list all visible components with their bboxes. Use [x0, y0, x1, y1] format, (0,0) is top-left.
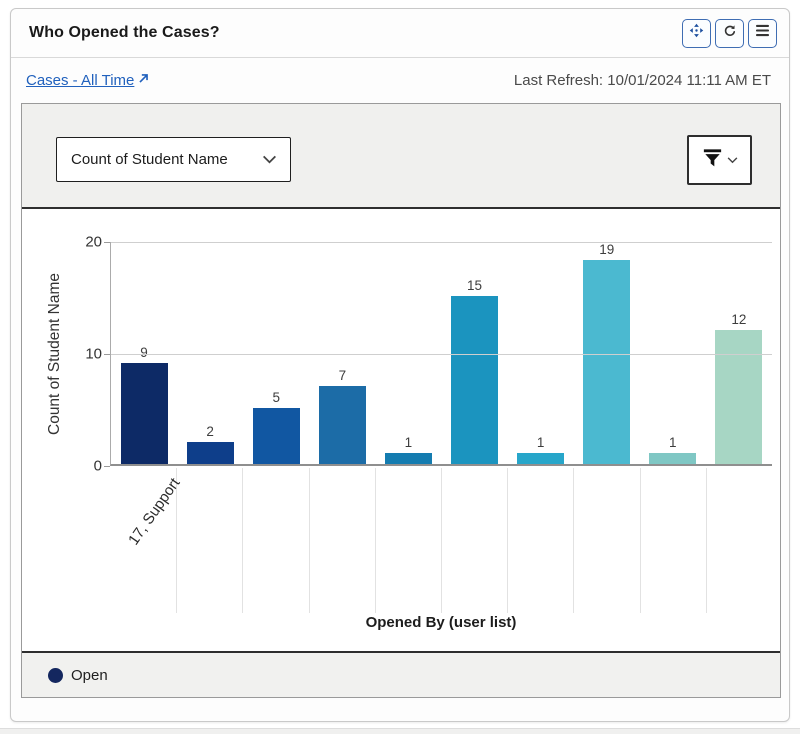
- y-tick-mark: [104, 354, 110, 355]
- header-buttons: [682, 18, 777, 48]
- bar-column: 12: [706, 242, 772, 464]
- bar[interactable]: [252, 408, 300, 464]
- bar-column: 5: [243, 242, 309, 464]
- category-separators: [110, 468, 772, 613]
- category-separator: [507, 468, 509, 613]
- y-tick-label: 20: [85, 233, 102, 251]
- bar-column: 1: [375, 242, 441, 464]
- y-tick-label: 10: [85, 345, 102, 363]
- bar[interactable]: [649, 452, 697, 464]
- category-separator: [705, 468, 707, 613]
- bar-value-label: 15: [467, 278, 483, 293]
- bar-value-label: 12: [731, 311, 747, 327]
- widget-title: Who Opened the Cases?: [29, 24, 220, 41]
- category-separator: [441, 468, 442, 613]
- bar-value-label: 5: [272, 390, 280, 405]
- plot-area: 9 2 5 7 1 15 1 19 1 12: [110, 242, 772, 466]
- page-bottom-strip: [0, 728, 800, 734]
- widget-subheader: Cases - All Time Last Refresh: 10/01/202…: [11, 58, 789, 103]
- legend-label: Open: [71, 666, 108, 684]
- bar-value-label: 1: [536, 434, 545, 450]
- bar-column: 19: [574, 242, 640, 464]
- chevron-down-icon: [262, 151, 277, 169]
- bar-value-label: 7: [338, 367, 347, 383]
- refresh-widget-button[interactable]: [715, 18, 744, 48]
- bar-value-label: 19: [599, 242, 615, 257]
- widget-card: Who Opened the Cases?: [10, 8, 790, 722]
- bar-column: 15: [441, 242, 507, 464]
- filter-funnel-icon: [701, 146, 724, 174]
- bar[interactable]: [451, 296, 499, 464]
- y-tick-mark: [104, 466, 110, 467]
- bar[interactable]: [715, 329, 763, 464]
- gridline: [111, 354, 772, 355]
- bars-row: 9 2 5 7 1 15 1 19 1 12: [111, 242, 772, 464]
- bar-column: 9: [111, 242, 177, 464]
- chevron-down-icon: [727, 151, 738, 169]
- widget-menu-button[interactable]: [748, 18, 777, 48]
- legend-dot-icon: [48, 667, 63, 683]
- y-tick-mark: [104, 242, 110, 243]
- bar[interactable]: [186, 441, 234, 464]
- chart-toolbar: Count of Student Name: [22, 104, 780, 209]
- menu-icon: [755, 24, 770, 42]
- bar-value-label: 9: [140, 345, 148, 361]
- refresh-icon: [722, 23, 738, 44]
- category-separator: [374, 468, 376, 613]
- bar[interactable]: [120, 363, 168, 464]
- bar-value-label: 2: [206, 423, 214, 439]
- bar-column: 7: [309, 242, 375, 464]
- bar-value-label: 1: [669, 434, 677, 450]
- bar-column: 1: [640, 242, 706, 464]
- category-separator: [242, 468, 244, 613]
- bar-column: 1: [508, 242, 574, 464]
- measure-dropdown[interactable]: Count of Student Name: [56, 137, 291, 182]
- bar-column: 2: [177, 242, 243, 464]
- category-separator: [573, 468, 575, 613]
- move-icon: [688, 22, 705, 44]
- category-separator: [176, 468, 178, 613]
- category-separator: [308, 468, 310, 613]
- bar-chart: Count of Student Name 0 10 20 9 2 5 7 1 15 1 19 1 1…: [22, 209, 780, 651]
- bar-value-label: 1: [404, 434, 413, 450]
- filter-button[interactable]: [687, 135, 752, 185]
- move-widget-button[interactable]: [682, 18, 711, 48]
- legend-item: Open: [48, 667, 108, 684]
- widget-header: Who Opened the Cases?: [11, 9, 789, 58]
- chart-card: Count of Student Name: [21, 103, 781, 698]
- chart-legend: Open: [22, 651, 780, 697]
- x-axis-title: Opened By (user list): [365, 614, 517, 631]
- report-link-label: Cases - All Time: [26, 72, 135, 89]
- last-refresh-text: Last Refresh: 10/01/2024 11:11 AM ET: [513, 72, 771, 89]
- report-link[interactable]: Cases - All Time: [26, 72, 150, 90]
- bar[interactable]: [384, 452, 432, 464]
- bar[interactable]: [318, 385, 366, 464]
- gridline: [111, 242, 772, 243]
- external-link-icon: [137, 72, 150, 90]
- category-separator: [639, 468, 641, 613]
- y-tick-label: 0: [93, 457, 102, 475]
- bar[interactable]: [517, 452, 565, 464]
- measure-dropdown-value: Count of Student Name: [71, 151, 228, 168]
- bar[interactable]: [583, 260, 631, 464]
